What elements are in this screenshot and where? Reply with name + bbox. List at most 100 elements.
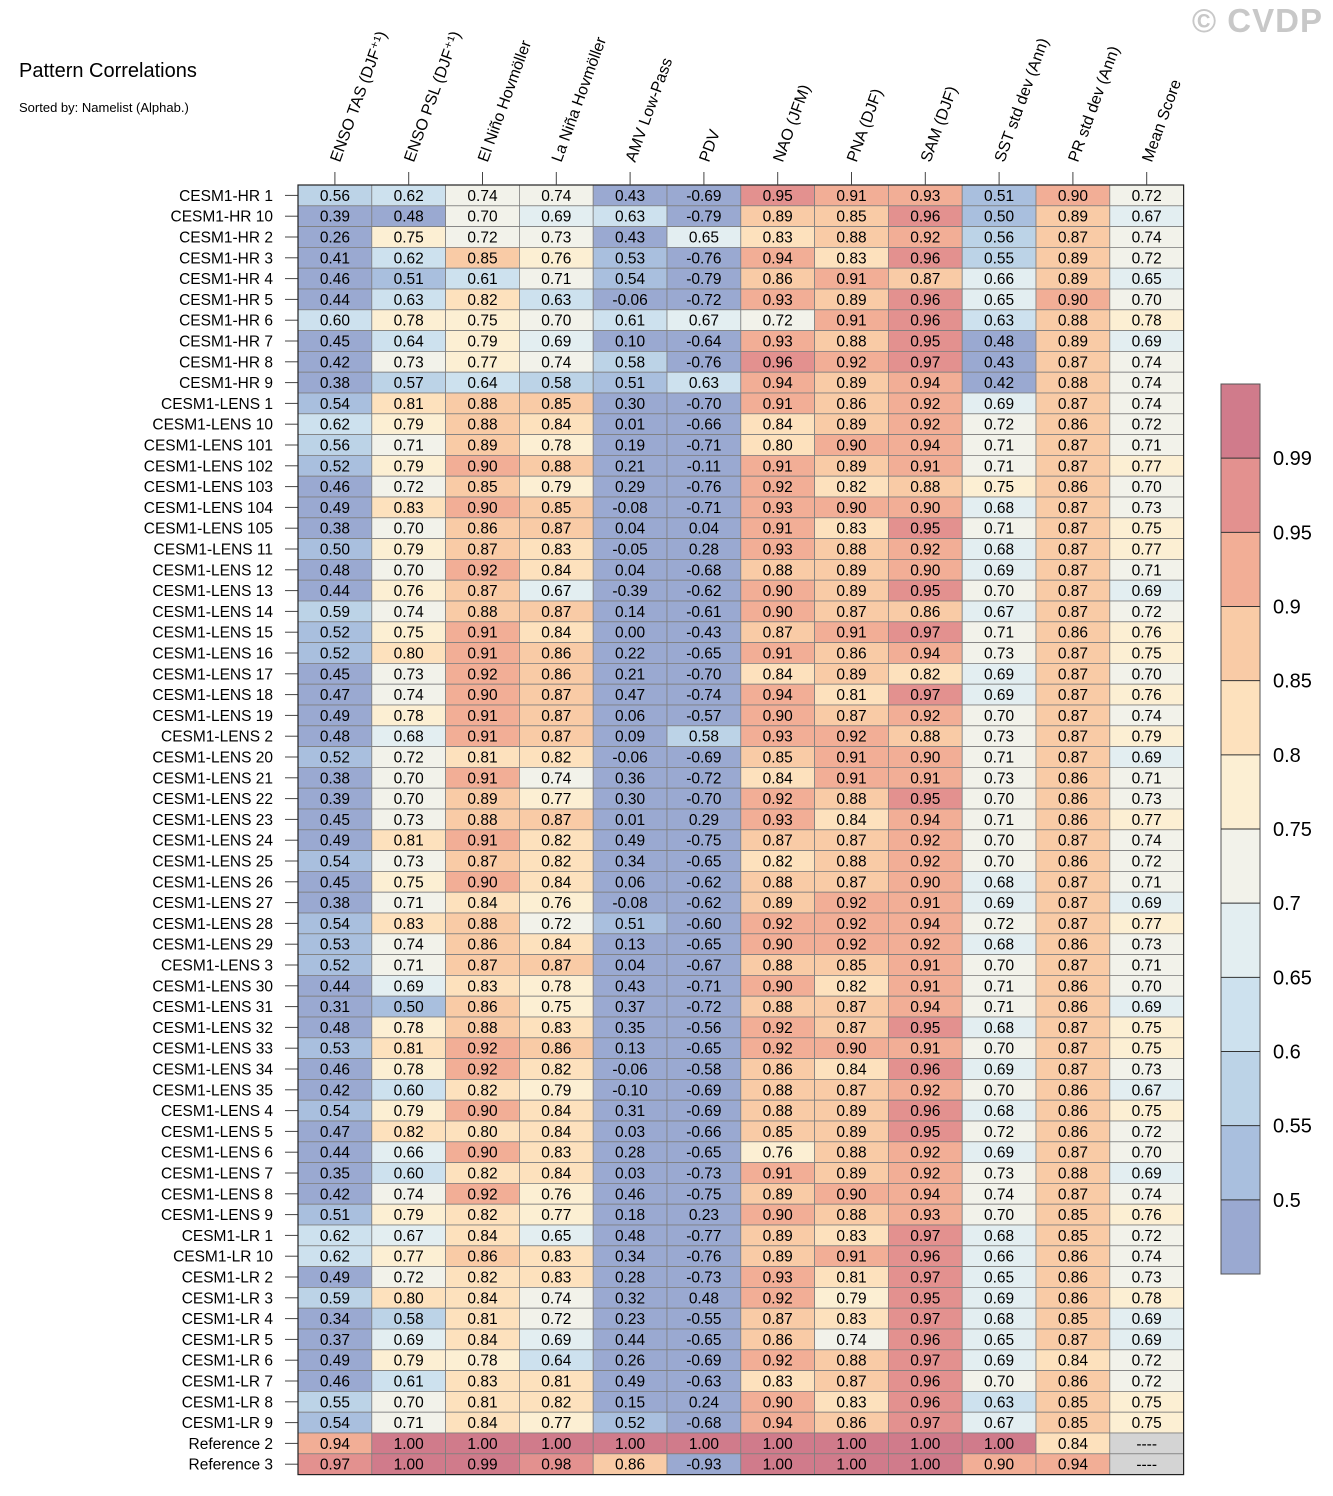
cell-value-label: 0.42 <box>320 1186 350 1203</box>
cell-value-label: 0.59 <box>320 1290 350 1307</box>
cell-value-label: 0.03 <box>615 1124 645 1141</box>
cell-value-label: 0.73 <box>1132 1062 1162 1079</box>
cell-value-label: 0.70 <box>984 833 1015 850</box>
cell-value-label: 0.81 <box>467 750 497 767</box>
cell-value-label: 0.41 <box>320 250 350 267</box>
cell-value-label: 0.85 <box>1058 1207 1088 1224</box>
cell-value-label: 0.90 <box>1058 188 1089 205</box>
cell-value-label: 0.83 <box>541 542 571 559</box>
cell-value-label: 0.94 <box>910 646 941 663</box>
cell-value-label: 0.81 <box>394 833 424 850</box>
cell-value-label: 0.84 <box>763 666 794 683</box>
cell-value-label: 0.92 <box>836 895 866 912</box>
cell-value-label: 0.92 <box>763 916 793 933</box>
row-label: CESM1-LENS 14 <box>152 604 273 621</box>
cell-value-label: 0.70 <box>984 1207 1015 1224</box>
cell-value-label: 0.91 <box>910 978 940 995</box>
cell-value-label: 0.88 <box>467 417 497 434</box>
cell-value-label: 0.97 <box>910 1415 940 1432</box>
cell-value-label: 0.96 <box>763 354 793 371</box>
cell-value-label: 0.82 <box>467 292 497 309</box>
cell-value-label: 0.91 <box>836 188 866 205</box>
row-label: CESM1-LENS 1 <box>161 396 273 413</box>
cell-value-label: 0.82 <box>836 479 866 496</box>
cell-value-label: 0.44 <box>320 978 351 995</box>
cell-value-label: 0.38 <box>320 375 350 392</box>
cell-value-label: 0.70 <box>1132 1145 1163 1162</box>
cell-value-label: 0.75 <box>1132 1020 1162 1037</box>
cell-value-label: 0.52 <box>320 750 350 767</box>
cell-value-label: 0.92 <box>763 791 793 808</box>
cell-value-label: 0.79 <box>541 1082 571 1099</box>
cell-value-label: 0.84 <box>467 1228 498 1245</box>
cell-value-label: 0.99 <box>467 1457 497 1474</box>
cell-value-label: 0.10 <box>615 334 646 351</box>
cell-value-label: 0.58 <box>394 1311 424 1328</box>
cell-value-label: 0.96 <box>910 250 940 267</box>
cell-value-label: 0.84 <box>836 1062 867 1079</box>
cell-value-label: 0.68 <box>984 500 1014 517</box>
cell-value-label: 0.62 <box>394 188 424 205</box>
cell-value-label: 0.93 <box>763 1270 793 1287</box>
cell-value-label: 0.50 <box>984 209 1015 226</box>
cell-value-label: 0.51 <box>615 916 645 933</box>
cell-value-label: 0.83 <box>541 1145 571 1162</box>
cell-value-label: 0.92 <box>910 833 940 850</box>
cell-value-label: 0.93 <box>763 292 793 309</box>
cell-value-label: 0.69 <box>984 1353 1014 1370</box>
cell-value-label: 0.21 <box>615 458 645 475</box>
cell-value-label: 0.83 <box>836 1311 866 1328</box>
cell-value-label: 0.52 <box>320 958 350 975</box>
cell-value-label: 0.23 <box>615 1311 645 1328</box>
colorbar-swatch <box>1221 1051 1260 1126</box>
cell-value-label: 0.95 <box>910 1020 940 1037</box>
row-label: CESM1-LENS 3 <box>161 958 273 975</box>
column-header: NAO (JFM) <box>770 83 814 165</box>
cell-value-label: 0.54 <box>320 916 351 933</box>
cell-value-label: 0.68 <box>984 937 1014 954</box>
cell-value-label: 0.91 <box>467 833 497 850</box>
cell-value-label: 0.86 <box>1058 417 1088 434</box>
cell-value-label: 0.90 <box>467 1145 498 1162</box>
row-label: CESM1-LENS 28 <box>152 916 273 933</box>
cell-value-label: 0.83 <box>836 250 866 267</box>
cell-value-label: 0.18 <box>615 1207 645 1224</box>
cell-value-label: 0.04 <box>689 521 720 538</box>
cell-value-label: 0.71 <box>1132 438 1162 455</box>
cell-value-label: 0.91 <box>836 1249 866 1266</box>
cell-value-label: 0.71 <box>984 750 1014 767</box>
row-label: CESM1-LR 9 <box>182 1415 273 1432</box>
cell-value-label: 0.90 <box>1058 292 1089 309</box>
cell-value-label: -0.76 <box>686 1249 721 1266</box>
cell-value-label: 0.78 <box>541 978 571 995</box>
row-label: CESM1-LR 8 <box>182 1394 273 1411</box>
cell-value-label: 0.84 <box>541 1103 572 1120</box>
cell-value-label: 0.90 <box>763 978 794 995</box>
row-label: CESM1-LENS 25 <box>152 854 273 871</box>
row-label: CESM1-LENS 35 <box>152 1082 273 1099</box>
cell-value-label: 0.78 <box>394 313 424 330</box>
cell-value-label: 0.77 <box>1132 916 1162 933</box>
cell-value-label: 0.91 <box>763 458 793 475</box>
cell-value-label: 0.84 <box>1058 1353 1089 1370</box>
row-label: CESM1-LENS 7 <box>161 1166 273 1183</box>
cell-value-label: -0.70 <box>686 666 722 683</box>
cell-value-label: 0.06 <box>615 708 645 725</box>
colorbar-label: 0.6 <box>1273 1042 1301 1064</box>
cell-value-label: 0.87 <box>1058 1186 1088 1203</box>
cell-value-label: 0.46 <box>320 1062 350 1079</box>
column-header: SAM (DJF) <box>918 84 961 164</box>
cell-value-label: 0.88 <box>763 874 793 891</box>
cell-value-label: 0.87 <box>1058 895 1088 912</box>
cell-value-label: 0.92 <box>467 1062 497 1079</box>
cell-value-label: 0.90 <box>836 1041 867 1058</box>
cell-value-label: 0.86 <box>1058 1290 1088 1307</box>
cell-value-label: 0.94 <box>763 687 794 704</box>
cell-value-label: -0.70 <box>686 396 722 413</box>
cell-value-label: 0.69 <box>1132 895 1162 912</box>
cell-value-label: 0.34 <box>615 1249 646 1266</box>
cell-value-label: 0.77 <box>394 1249 424 1266</box>
cell-value-label: 0.86 <box>1058 479 1088 496</box>
cell-value-label: 0.74 <box>1132 375 1163 392</box>
cell-value-label: 0.73 <box>1132 1270 1162 1287</box>
